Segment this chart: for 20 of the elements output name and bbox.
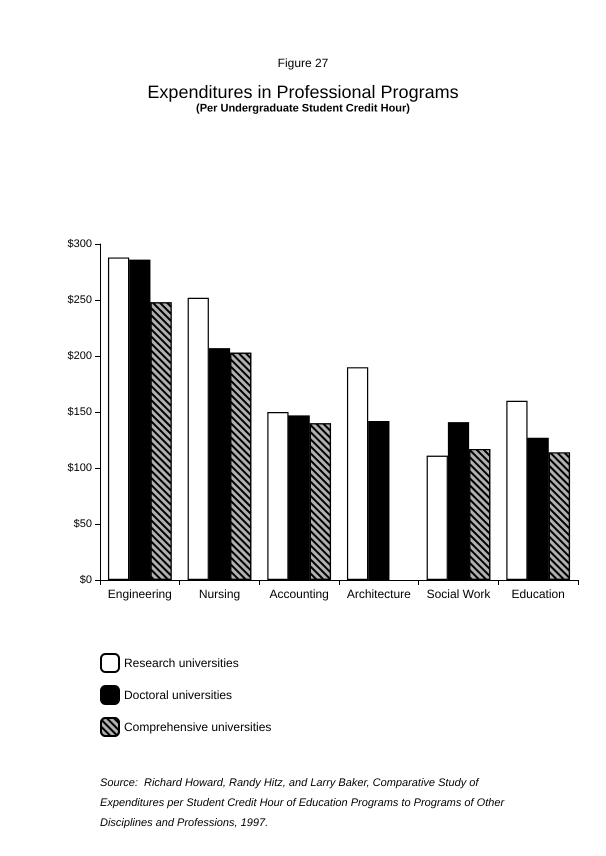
legend-label: Research universities <box>124 656 239 670</box>
x-tick-label: Accounting <box>269 587 329 601</box>
legend-label: Doctoral universities <box>124 688 232 702</box>
chart-subtitle: (Per Undergraduate Student Credit Hour) <box>196 102 410 114</box>
y-tick-label: $250 <box>68 294 92 306</box>
x-tick-label: Engineering <box>108 587 172 601</box>
y-tick-label: $150 <box>68 406 92 418</box>
legend-label: Comprehensive universities <box>124 720 272 734</box>
x-tick-label: Social Work <box>426 587 492 601</box>
x-tick-label: Nursing <box>198 587 240 601</box>
y-tick-label: $300 <box>68 238 92 250</box>
x-tick-label: Education <box>511 587 565 601</box>
caption: Figure 27 <box>278 56 329 70</box>
chart-title: Expenditures in Professional Programs <box>147 82 459 102</box>
y-tick-label: $0 <box>80 574 92 586</box>
y-tick-label: $50 <box>74 518 92 530</box>
source-note: Source: Richard Howard, Randy Hitz, and Larry Baker, Comparative Study of Expenditures per Student Credit Hour of Education Programs to Programs of Other Disciplines and Professions, 1997. <box>100 777 508 829</box>
y-tick-label: $100 <box>68 462 92 474</box>
y-tick-label: $200 <box>68 350 92 362</box>
x-tick-label: Architecture <box>346 587 412 601</box>
